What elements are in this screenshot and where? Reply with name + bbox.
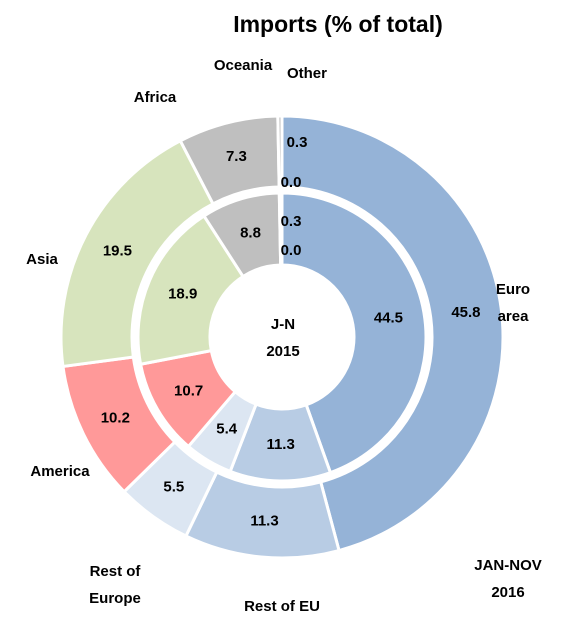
value-label: 8.8: [240, 225, 261, 242]
value-label: 0.3: [287, 134, 308, 151]
donut-slice: [276, 114, 284, 189]
value-label: 10.2: [101, 409, 130, 426]
category-label: Asia: [26, 251, 58, 268]
value-label: 19.5: [103, 242, 132, 259]
value-label: 0.0: [281, 242, 302, 259]
donut-slice: [280, 114, 505, 553]
value-label: 5.5: [163, 479, 184, 496]
category-label: Other: [287, 65, 327, 82]
chart-title: Imports (% of total): [233, 11, 443, 37]
value-label: 45.8: [451, 304, 480, 321]
value-label: 10.7: [174, 382, 203, 399]
value-label: 18.9: [168, 286, 197, 303]
category-label: Oceania: [214, 57, 273, 74]
category-label: Rest of EU: [244, 598, 320, 615]
donut-slice: [136, 213, 246, 366]
category-label: Africa: [134, 89, 177, 106]
donut-slice: [277, 191, 284, 267]
value-label: 0.3: [281, 213, 302, 230]
value-label: 5.4: [216, 421, 238, 438]
value-label: 11.3: [266, 436, 294, 453]
donut-slice: [280, 191, 428, 475]
value-label: 0.0: [281, 174, 302, 191]
value-label: 7.3: [226, 148, 247, 165]
value-label: 11.3: [250, 513, 278, 530]
category-label: Euro area: [496, 281, 530, 325]
series-label: J-N 2015: [266, 316, 299, 360]
value-label: 44.5: [374, 310, 403, 327]
category-label: America: [30, 463, 90, 480]
series-label: JAN-NOV 2016: [474, 557, 542, 601]
category-label: Rest of Europe: [89, 563, 141, 607]
